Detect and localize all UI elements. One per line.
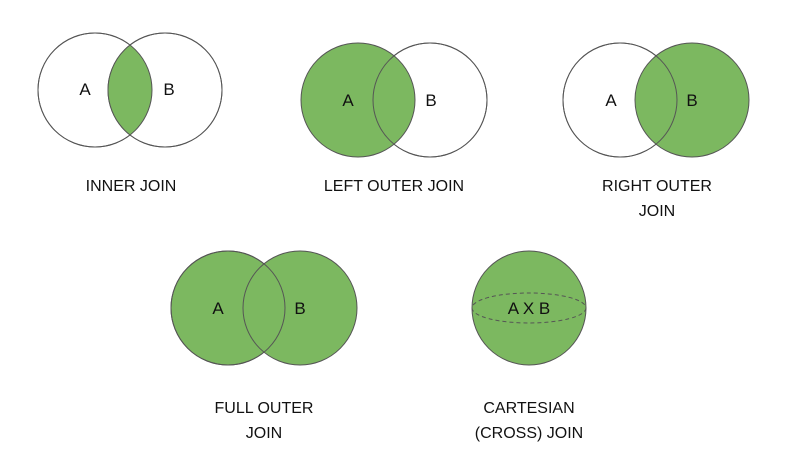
cartesian-join-label: A X B bbox=[508, 299, 551, 318]
full-join-set-a-outline bbox=[170, 250, 286, 366]
inner-join-caption: INNER JOIN bbox=[86, 178, 177, 195]
left-outer-join-diagram: A B LEFT OUTER JOIN bbox=[300, 42, 488, 195]
right-join-caption-line-2: JOIN bbox=[639, 203, 675, 220]
right-join-label-a: A bbox=[605, 91, 617, 110]
inner-join-label-a: A bbox=[79, 80, 91, 99]
full-join-label-a: A bbox=[212, 299, 224, 318]
full-join-caption-line-1: FULL OUTER bbox=[215, 400, 314, 417]
left-join-set-b-outline bbox=[372, 42, 488, 158]
inner-join-set-b-outline bbox=[107, 32, 223, 148]
cartesian-join-caption-line-2: (CROSS) JOIN bbox=[475, 425, 583, 442]
left-join-set-a-circle bbox=[300, 42, 416, 158]
left-join-label-b: B bbox=[425, 91, 436, 110]
left-join-caption: LEFT OUTER JOIN bbox=[324, 178, 464, 195]
inner-join-intersection bbox=[108, 33, 152, 147]
full-join-caption-line-2: JOIN bbox=[246, 425, 282, 442]
inner-join-diagram: A B INNER JOIN bbox=[37, 32, 223, 195]
full-join-label-b: B bbox=[294, 299, 305, 318]
cartesian-join-diagram: A X B CARTESIAN (CROSS) JOIN bbox=[471, 250, 587, 442]
right-join-label-b: B bbox=[686, 91, 697, 110]
right-outer-join-diagram: A B RIGHT OUTER JOIN bbox=[562, 42, 750, 220]
right-join-set-b-circle bbox=[634, 42, 750, 158]
inner-join-label-b: B bbox=[163, 80, 174, 99]
left-join-label-a: A bbox=[342, 91, 354, 110]
cartesian-join-dashed-ellipse bbox=[471, 292, 587, 324]
cartesian-join-caption-line-1: CARTESIAN bbox=[483, 400, 574, 417]
right-join-caption-line-1: RIGHT OUTER bbox=[602, 178, 712, 195]
inner-join-set-a-outline bbox=[37, 32, 153, 148]
full-outer-join-diagram: A B FULL OUTER JOIN bbox=[170, 250, 358, 442]
right-join-set-a-outline bbox=[562, 42, 678, 158]
full-join-set-b-circle bbox=[242, 250, 358, 366]
